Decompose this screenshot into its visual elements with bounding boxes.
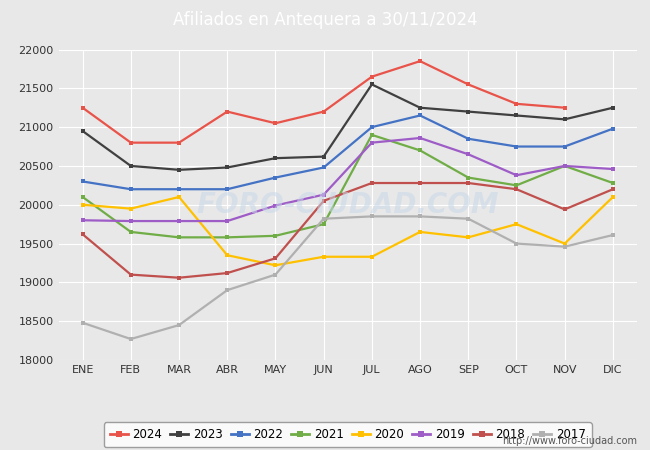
Text: Afiliados en Antequera a 30/11/2024: Afiliados en Antequera a 30/11/2024 — [173, 11, 477, 29]
Text: FORO-CIUDAD.COM: FORO-CIUDAD.COM — [196, 191, 499, 219]
Legend: 2024, 2023, 2022, 2021, 2020, 2019, 2018, 2017: 2024, 2023, 2022, 2021, 2020, 2019, 2018… — [104, 423, 592, 447]
Text: http://www.foro-ciudad.com: http://www.foro-ciudad.com — [502, 436, 637, 446]
